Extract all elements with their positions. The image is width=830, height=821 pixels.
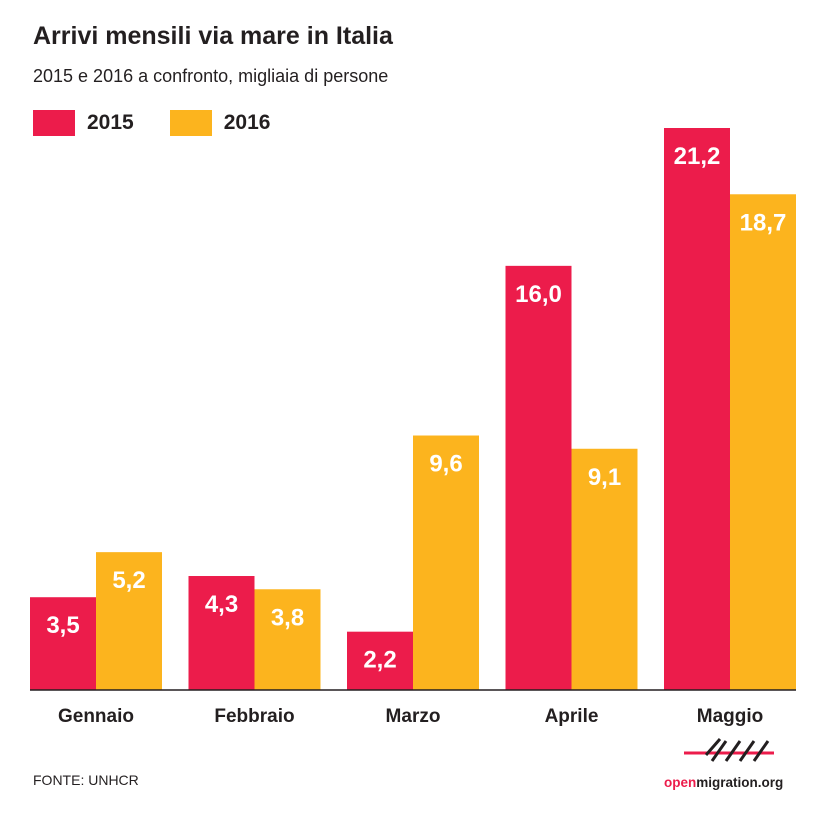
openmigration-logo: openmigration.org xyxy=(664,733,794,795)
x-tick-label-febbraio: Febbraio xyxy=(214,706,294,727)
x-tick-label-gennaio: Gennaio xyxy=(58,706,134,727)
chart-subtitle: 2015 e 2016 a confronto, migliaia di per… xyxy=(33,66,389,86)
legend: 2015 2016 xyxy=(33,110,306,136)
data-label-2015-febbraio: 4,3 xyxy=(205,591,238,618)
logo-text-migration: migration.org xyxy=(696,775,784,790)
x-tick-label-maggio: Maggio xyxy=(697,706,764,727)
source-note: FONTE: UNHCR xyxy=(33,772,139,788)
bar-2015-aprile xyxy=(505,265,572,690)
bar-2015-febbraio xyxy=(188,576,255,690)
data-label-2015-maggio: 21,2 xyxy=(674,143,721,170)
data-label-2015-aprile: 16,0 xyxy=(515,281,562,308)
legend-item-2015: 2015 xyxy=(33,110,134,136)
bar-2016-marzo xyxy=(413,435,479,690)
data-label-2016-marzo: 9,6 xyxy=(429,451,462,478)
data-label-2016-maggio: 18,7 xyxy=(740,209,787,236)
legend-item-2016: 2016 xyxy=(169,110,271,136)
logo-text: openmigration.org xyxy=(664,775,783,790)
legend-label-2015: 2015 xyxy=(87,111,134,134)
logo-mark-icon xyxy=(684,738,774,762)
x-tick-label-aprile: Aprile xyxy=(545,706,599,727)
bar-2015-marzo xyxy=(347,631,413,690)
bar-2015-gennaio xyxy=(30,597,96,690)
data-label-2016-gennaio: 5,2 xyxy=(112,567,145,594)
logo-text-open: open xyxy=(664,775,697,790)
data-label-2015-marzo: 2,2 xyxy=(363,647,396,674)
legend-label-2016: 2016 xyxy=(223,111,271,134)
bar-2016-aprile xyxy=(571,448,638,690)
x-tick-label-marzo: Marzo xyxy=(386,706,441,727)
data-label-2015-gennaio: 3,5 xyxy=(46,612,79,639)
bar-2016-febbraio xyxy=(254,589,321,690)
bar-2015-maggio xyxy=(664,128,730,690)
chart-title: Arrivi mensili via mare in Italia xyxy=(33,22,393,50)
legend-swatch-2016 xyxy=(169,110,212,136)
data-label-2016-aprile: 9,1 xyxy=(588,464,621,491)
legend-swatch-2015 xyxy=(33,110,75,136)
bar-2016-gennaio xyxy=(96,552,162,690)
bar-2016-maggio xyxy=(730,194,796,690)
data-label-2016-febbraio: 3,8 xyxy=(271,604,304,631)
